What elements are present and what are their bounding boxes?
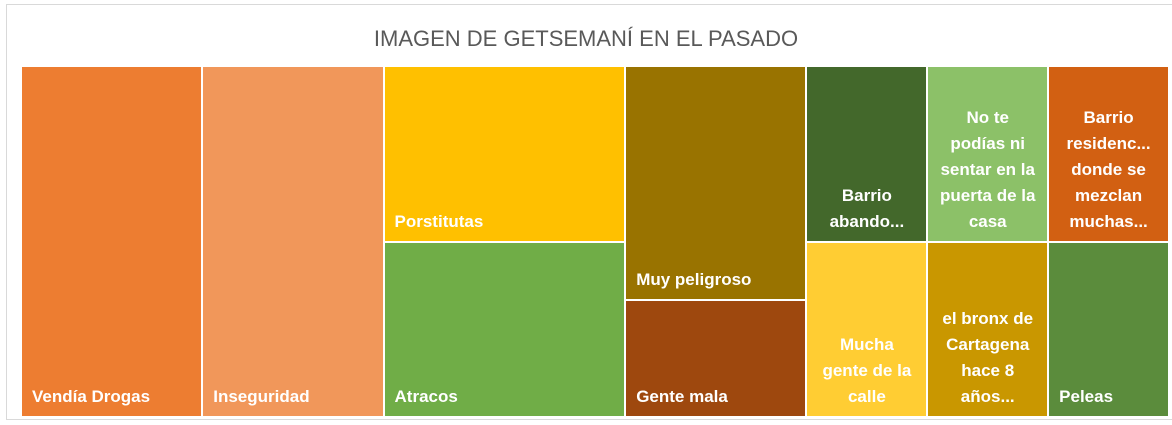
treemap-cell: Peleas bbox=[1049, 242, 1168, 416]
treemap-cell: Inseguridad bbox=[203, 67, 383, 416]
treemap-cell: No te podías ni sentar en la puerta de l… bbox=[928, 67, 1048, 241]
treemap-cell: Barrio residenc... donde se mezclan much… bbox=[1049, 67, 1168, 241]
treemap-cell: Atracos bbox=[384, 242, 625, 416]
cell-label: Peleas bbox=[1059, 387, 1114, 406]
treemap-cell: Barrio abando... bbox=[807, 67, 927, 241]
chart-border bbox=[6, 4, 1172, 420]
cell-label: Barrio abando... bbox=[829, 185, 905, 231]
treemap-cell: Vendía Drogas bbox=[22, 67, 202, 416]
treemap-cell: el bronx de Cartagena hace 8 años... bbox=[928, 242, 1048, 416]
treemap-cell: Gente mala bbox=[626, 301, 806, 416]
treemap-cell: Mucha gente de la calle bbox=[807, 242, 927, 416]
chart-title: IMAGEN DE GETSEMANÍ EN EL PASADO bbox=[373, 26, 799, 51]
treemap-cell: Muy peligroso bbox=[626, 67, 806, 299]
cell-label: Muy peligroso bbox=[636, 270, 752, 289]
cell-label: Gente mala bbox=[636, 387, 728, 406]
cell-label: Atracos bbox=[394, 387, 458, 406]
cell-label: el bronx de Cartagena hace 8 años... bbox=[942, 309, 1034, 406]
treemap-cell: Porstitutas bbox=[384, 67, 625, 241]
cell-label: Inseguridad bbox=[213, 387, 310, 406]
cell-label: No te podías ni sentar en la puerta de l… bbox=[940, 107, 1036, 231]
cell-label: Porstitutas bbox=[394, 211, 484, 231]
cell-label: Barrio residenc... donde se mezclan much… bbox=[1066, 107, 1151, 231]
cell-label: Vendía Drogas bbox=[32, 387, 151, 406]
cell-label: Mucha gente de la calle bbox=[822, 335, 912, 406]
